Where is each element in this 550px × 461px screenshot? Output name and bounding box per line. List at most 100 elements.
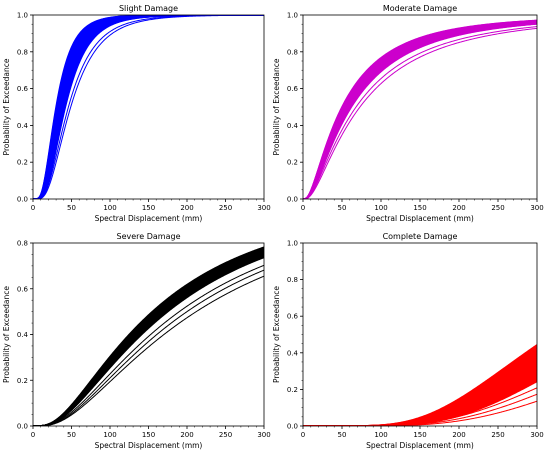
y-tick-label: 0.4 (287, 122, 299, 130)
fragility-curve (303, 22, 537, 199)
x-tick-label: 0 (301, 204, 305, 212)
curves (303, 19, 537, 199)
curves (33, 15, 264, 199)
fragility-curve-outlier (33, 264, 264, 426)
fragility-curve-outlier (33, 15, 264, 199)
y-tick-label: 0.6 (17, 85, 29, 93)
fragility-curve (33, 15, 264, 199)
y-tick-label: 0.2 (287, 159, 298, 167)
x-tick-label: 300 (530, 431, 543, 439)
fragility-curve (303, 21, 537, 199)
x-tick-label: 200 (180, 431, 193, 439)
fragility-curve (33, 15, 264, 199)
y-tick-label: 0.6 (287, 85, 299, 93)
fragility-curve (33, 15, 264, 199)
y-axis-label: Probability of Exceedance (2, 58, 11, 155)
x-axis-label: Spectral Displacement (mm) (95, 441, 203, 450)
x-tick-label: 150 (142, 431, 155, 439)
x-tick-label: 300 (257, 431, 270, 439)
fragility-curve (33, 15, 264, 199)
fragility-curve (303, 21, 537, 199)
x-tick-label: 100 (103, 431, 116, 439)
y-tick-label: 0.0 (287, 423, 298, 431)
x-axis-label: Spectral Displacement (mm) (95, 214, 203, 223)
fragility-curve (303, 21, 537, 199)
fragility-curve (33, 15, 264, 199)
x-tick-label: 100 (374, 204, 387, 212)
fragility-curve (303, 22, 537, 199)
x-tick-label: 250 (219, 431, 232, 439)
axes-frame (32, 14, 265, 200)
fragility-curve (33, 251, 264, 426)
x-tick-label: 50 (338, 204, 347, 212)
fragility-curve (33, 15, 264, 199)
y-axis-label: Probability of Exceedance (2, 286, 11, 383)
fragility-curve (33, 252, 264, 426)
x-tick-label: 100 (374, 431, 387, 439)
fragility-curve (33, 247, 264, 426)
fragility-curve (33, 15, 264, 199)
fragility-curve (33, 252, 264, 426)
fragility-curve (33, 250, 264, 426)
fragility-curve (33, 248, 264, 426)
fragility-curve (33, 15, 264, 199)
fragility-curve (33, 15, 264, 199)
fragility-curve (303, 22, 537, 199)
x-tick-label: 50 (67, 204, 76, 212)
fragility-curve (33, 15, 264, 199)
chart-title: Severe Damage (117, 232, 181, 241)
fragility-curve (33, 15, 264, 199)
chart-title: Complete Damage (383, 232, 458, 241)
fragility-curve (303, 23, 537, 199)
x-tick-label: 0 (31, 431, 35, 439)
y-tick-label: 0.2 (287, 386, 298, 394)
x-tick-label: 200 (452, 204, 465, 212)
x-tick-label: 300 (530, 204, 543, 212)
x-tick-label: 250 (491, 204, 504, 212)
fragility-curve (33, 248, 264, 426)
y-tick-label: 1.0 (287, 240, 298, 248)
y-tick-label: 0.0 (17, 196, 28, 204)
x-tick-label: 200 (452, 431, 465, 439)
fragility-curve (303, 21, 537, 199)
fragility-curve (33, 250, 264, 426)
fragility-curve (33, 15, 264, 199)
x-tick-label: 250 (219, 204, 232, 212)
y-tick-label: 0.8 (17, 240, 28, 248)
fragility-curve (33, 15, 264, 199)
fragility-curve (33, 256, 264, 426)
x-tick-label: 0 (31, 204, 35, 212)
fragility-curve (33, 15, 264, 199)
fragility-curve (303, 21, 537, 199)
y-tick-label: 0.8 (287, 276, 298, 284)
y-tick-label: 0.0 (17, 423, 28, 431)
fragility-curve (33, 253, 264, 426)
fragility-curve-outlier (303, 393, 537, 426)
fragility-curve (303, 21, 537, 199)
fragility-curve (33, 15, 264, 199)
y-axis-label: Probability of Exceedance (272, 58, 281, 155)
x-tick-label: 250 (491, 431, 504, 439)
x-axis-label: Spectral Displacement (mm) (366, 214, 474, 223)
fragility-curve (33, 250, 264, 426)
fragility-curve (33, 15, 264, 199)
chart-title: Slight Damage (119, 4, 178, 13)
fragility-curve-outlier (303, 26, 537, 199)
y-tick-label: 0.6 (17, 285, 29, 293)
chart-panel-3: 0 50 100 150 200 250 300 0.0 0.2 0.4 0.6 0.8 Severe … (2, 232, 271, 450)
chart-panel-4: 0 50 100 150 200 250 300 0.0 0.2 0.4 0.6 0.8 1.0 Comp… (272, 232, 544, 450)
fragility-curve-outlier (303, 387, 537, 426)
x-tick-label: 150 (413, 204, 426, 212)
fragility-curve (33, 251, 264, 426)
curves (33, 246, 264, 426)
fragility-curve (303, 22, 537, 199)
y-tick-label: 0.2 (17, 159, 28, 167)
y-tick-label: 0.4 (287, 349, 299, 357)
fragility-curve (303, 22, 537, 199)
fragility-curve (33, 247, 264, 426)
fragility-curve (33, 15, 264, 199)
fragility-curve (33, 15, 264, 199)
fragility-curve (33, 15, 264, 199)
fragility-curve-outlier (33, 15, 264, 199)
